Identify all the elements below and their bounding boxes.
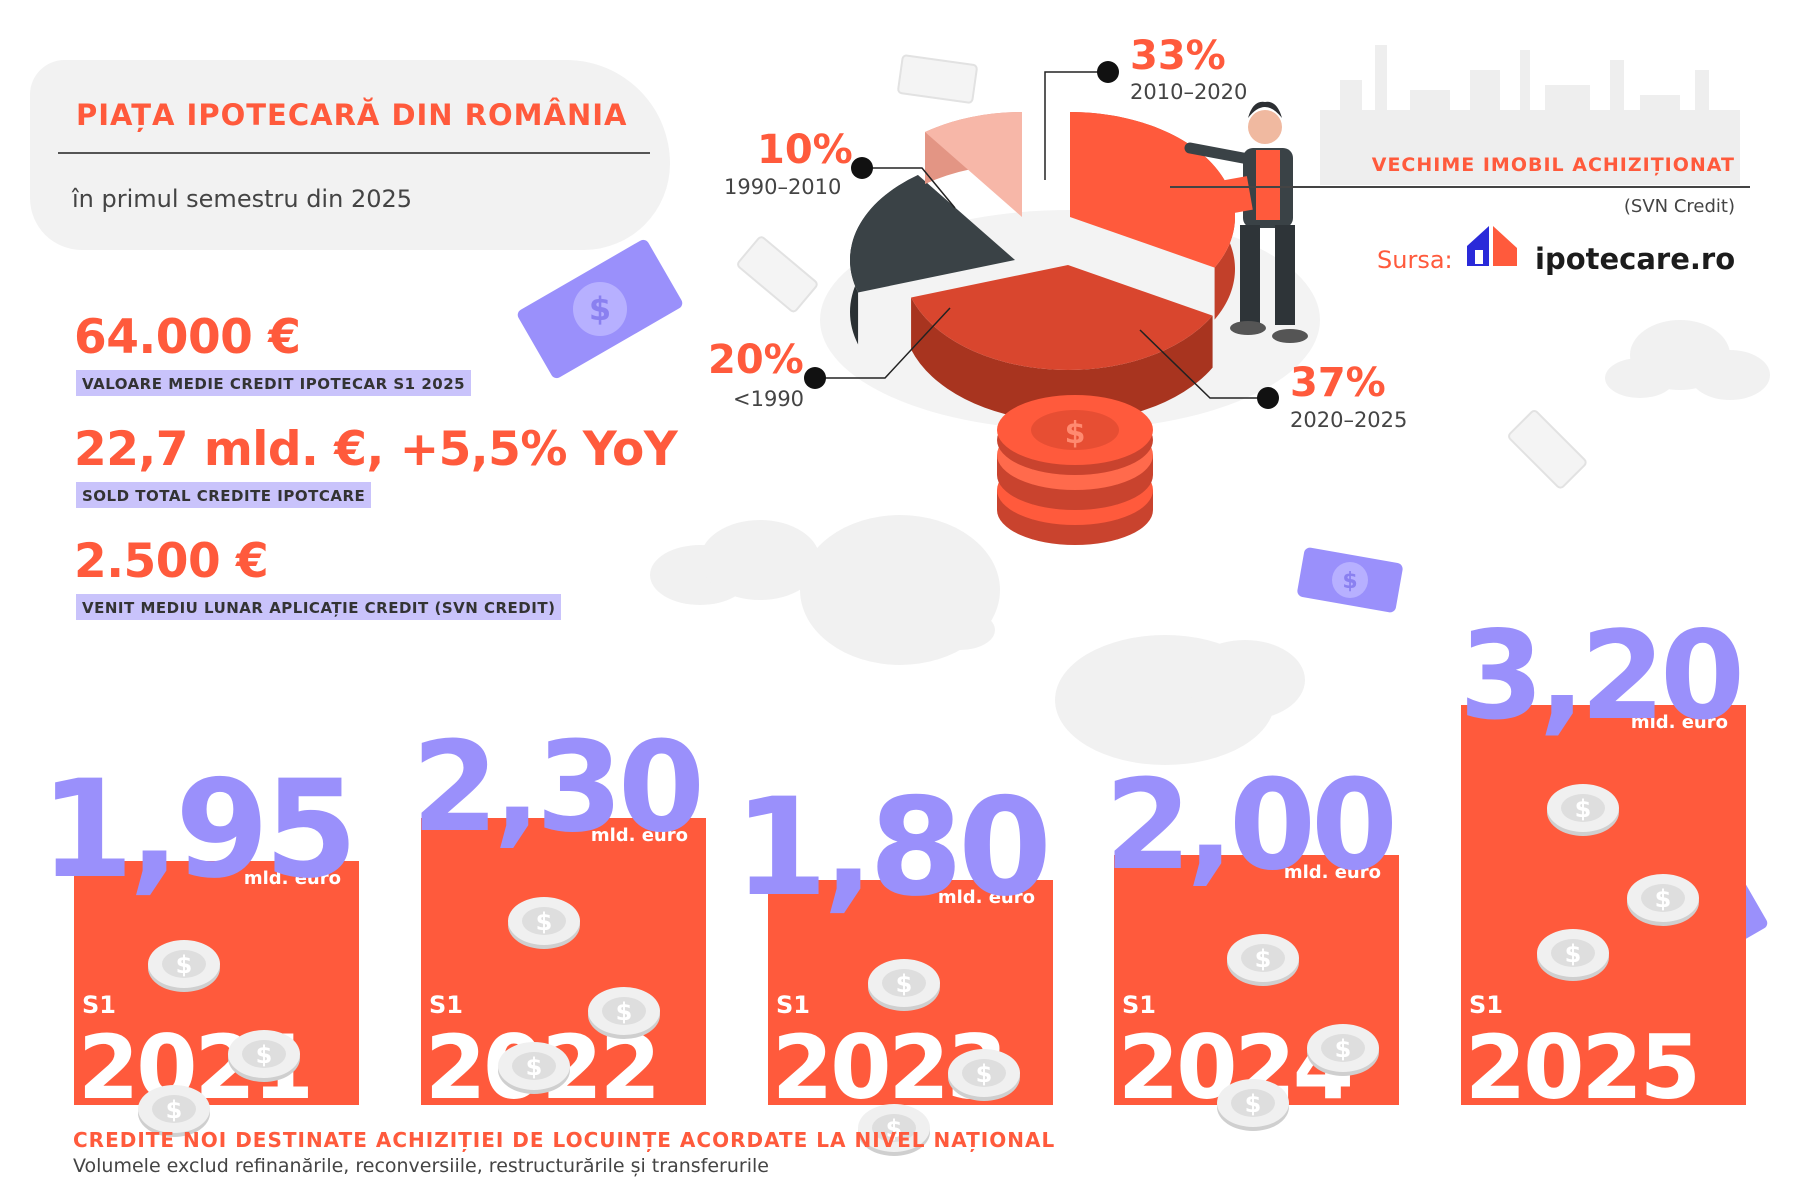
coin-icon: $ xyxy=(868,959,940,1011)
stat-label-average-credit: VALOARE MEDIE CREDIT IPOTECAR S1 2025 xyxy=(76,370,472,396)
coin-icon: $ xyxy=(1217,1079,1289,1131)
coin-icon: $ xyxy=(1537,929,1609,981)
bar-unit-label: mld. euro xyxy=(937,887,1035,908)
bar-unit-label: mld. euro xyxy=(590,824,688,846)
pie-label-pct-2010-2020: 33% xyxy=(1130,33,1226,79)
svg-text:$: $ xyxy=(1575,795,1592,823)
footer-note: Volumele exclud refinanările, reconversi… xyxy=(73,1155,769,1177)
stat-label-total-balance: SOLD TOTAL CREDITE IPOTCARE xyxy=(76,482,372,508)
pie-label-range-2020-2025: 2020–2025 xyxy=(1290,408,1408,432)
svg-text:$: $ xyxy=(616,998,633,1026)
svg-text:$: $ xyxy=(256,1041,273,1069)
bar-value-label-2022: 2,30 xyxy=(411,715,705,860)
svg-text:$: $ xyxy=(976,1060,993,1088)
pie-label-pct-before-1990: 20% xyxy=(708,337,804,383)
pie-label-pct-1990-2010: 10% xyxy=(757,127,853,173)
pie-label-range-1990-2010: 1990–2010 xyxy=(724,175,842,199)
banknote-icon xyxy=(737,54,1587,489)
title-divider xyxy=(58,152,650,154)
pie-shadow xyxy=(820,210,1320,430)
bar-unit-label: mld. euro xyxy=(243,868,341,890)
coin-icon: $ xyxy=(948,1049,1020,1101)
stat-value-average-credit: 64.000 € xyxy=(74,310,301,365)
svg-text:$: $ xyxy=(886,1115,903,1143)
svg-text:$: $ xyxy=(1255,945,1272,973)
svg-text:$: $ xyxy=(526,1053,543,1081)
svg-text:$: $ xyxy=(589,290,611,328)
bar-category-prefix: S1 xyxy=(82,991,116,1019)
bar-value-label-2025: 3,20 xyxy=(1458,604,1745,747)
source-label: Sursa: xyxy=(1377,246,1453,274)
coin-icon: $ xyxy=(1627,874,1699,926)
svg-text:$: $ xyxy=(1565,940,1582,968)
bar-category-prefix: S1 xyxy=(776,991,810,1019)
stat-value-total-balance: 22,7 mld. €, +5,5% YoY xyxy=(74,422,678,477)
bar-unit-label: mld. euro xyxy=(1283,862,1381,883)
bar-2025: mld. euro S1 2025 xyxy=(1461,705,1746,1119)
svg-text:$: $ xyxy=(166,1096,183,1124)
coin-icon: $ xyxy=(498,1041,570,1094)
title-background xyxy=(30,60,670,250)
city-skyline-icon xyxy=(1320,45,1740,185)
source-brand: ipotecare.ro xyxy=(1535,242,1736,276)
stat-label-monthly-income: VENIT MEDIU LUNAR APLICAȚIE CREDIT (SVN … xyxy=(76,594,562,620)
page-subtitle: în primul semestru din 2025 xyxy=(72,185,413,213)
coin-icon: $ xyxy=(148,940,220,993)
bar-category-prefix: S1 xyxy=(429,991,463,1019)
cloud-icon xyxy=(650,320,1770,765)
bar-value-label-2023: 1,80 xyxy=(733,769,1052,927)
coin-icon: $ xyxy=(1547,784,1619,836)
house-logo-icon xyxy=(1467,226,1517,266)
bar-value-label-2021: 1,95 xyxy=(39,750,358,908)
pie-label-range-2010-2020: 2010–2020 xyxy=(1130,80,1248,104)
legend-rule xyxy=(1170,186,1750,188)
page-title: PIAȚA IPOTECARĂ DIN ROMÂNIA xyxy=(76,98,628,132)
svg-text:$: $ xyxy=(1655,885,1672,913)
bar-category-prefix: S1 xyxy=(1122,991,1156,1019)
coin-icon: $ xyxy=(138,1085,210,1138)
svg-text:$: $ xyxy=(176,951,193,979)
svg-text:$: $ xyxy=(896,970,913,998)
coin-icon: $ xyxy=(228,1030,300,1083)
bar-unit-label: mld. euro xyxy=(1630,712,1728,733)
coin-icon: $ xyxy=(1227,934,1299,986)
coin-icon: $ xyxy=(858,1104,930,1156)
svg-text:$: $ xyxy=(1342,569,1357,594)
coin-icon: $ xyxy=(588,986,660,1039)
pie-legend-title: VECHIME IMOBIL ACHIZIȚIONAT xyxy=(1371,154,1735,176)
svg-text:$: $ xyxy=(1335,1035,1352,1063)
pie-legend-subtitle: (SVN Credit) xyxy=(1623,196,1735,217)
svg-text:$: $ xyxy=(1245,1090,1262,1118)
svg-text:$: $ xyxy=(536,908,553,936)
bar-category-label: 2025 xyxy=(1465,1016,1701,1119)
coin-icon: $ xyxy=(1307,1024,1379,1076)
pie-label-range-before-1990: <1990 xyxy=(733,387,805,411)
stat-value-monthly-income: 2.500 € xyxy=(74,534,269,589)
bar-value-label-2024: 2,00 xyxy=(1104,752,1398,898)
footer-title: CREDITE NOI DESTINATE ACHIZIȚIEI DE LOCU… xyxy=(73,1128,1056,1152)
coin-icon: $ xyxy=(508,896,580,949)
bar-category-prefix: S1 xyxy=(1469,991,1503,1019)
pie-label-pct-2020-2025: 37% xyxy=(1290,360,1386,406)
